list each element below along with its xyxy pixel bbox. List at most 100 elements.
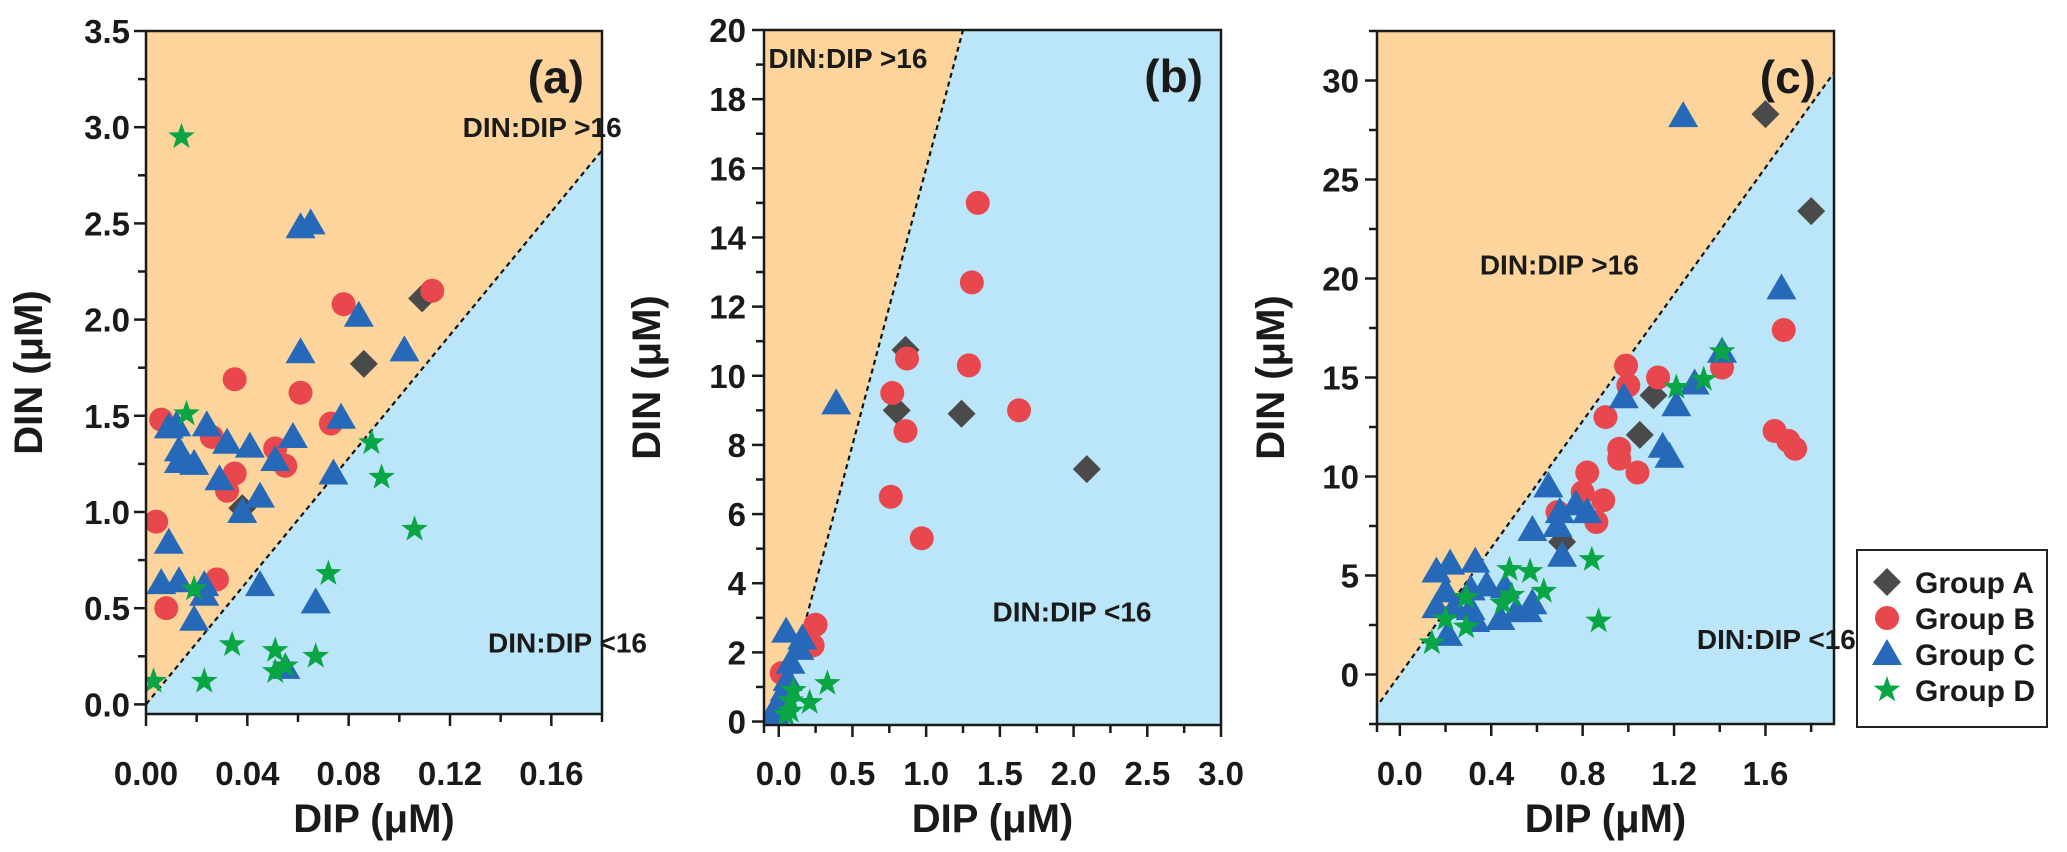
point-group-b (803, 612, 828, 637)
point-group-c (179, 448, 210, 475)
region-above-16 (1377, 31, 1834, 707)
y-tick-label: 0.5 (84, 590, 130, 627)
y-axis-title: DIN (μM) (7, 290, 51, 454)
point-group-d (796, 688, 823, 714)
x-tick-label: 0.16 (519, 755, 583, 792)
x-axis-title: DIP (μM) (1525, 797, 1687, 841)
y-tick-label: 3.5 (84, 13, 130, 50)
point-group-d (1498, 581, 1526, 607)
x-tick-label: 3.0 (1198, 755, 1244, 792)
plot-area (764, 30, 1221, 725)
y-tick-label: 15 (1322, 360, 1359, 397)
point-group-d (1708, 337, 1736, 364)
point-group-b (222, 367, 247, 392)
x-tick-label: 0.12 (418, 755, 482, 792)
y-tick-label: 1.0 (84, 494, 130, 531)
y-tick-label: 6 (728, 496, 746, 533)
point-group-a (1072, 455, 1101, 484)
point-group-c (1608, 382, 1639, 409)
point-group-d (1489, 589, 1516, 615)
point-group-b (1771, 317, 1796, 342)
point-group-b (154, 596, 179, 621)
point-group-c (245, 481, 275, 508)
point-group-b (146, 509, 169, 534)
y-axis-title: DIN (μM) (1249, 295, 1293, 459)
point-group-d (358, 428, 385, 455)
x-tick-label: 1.0 (903, 755, 949, 792)
point-group-a (1797, 197, 1826, 226)
region-label: DIN:DIP <16 (1697, 624, 1856, 655)
point-group-c (1766, 273, 1797, 300)
point-group-d (261, 657, 289, 683)
point-group-d (1496, 555, 1523, 581)
point-group-b (965, 190, 990, 215)
x-tick-label: 0.5 (830, 755, 876, 792)
point-group-c (191, 410, 222, 437)
legend-label-group-c: Group C (1915, 639, 2035, 672)
legend-marker-group-d (1873, 676, 1901, 702)
point-group-b (893, 419, 918, 444)
point-group-c (1517, 588, 1548, 615)
point-group-d (1578, 545, 1606, 571)
y-tick-label: 3.0 (84, 109, 130, 146)
point-group-d (401, 515, 428, 541)
point-group-d (1452, 613, 1480, 639)
point-group-c (1485, 604, 1516, 631)
point-group-d (191, 667, 218, 693)
point-group-c (277, 421, 308, 448)
point-group-d (772, 700, 800, 725)
point-group-b (909, 526, 934, 551)
x-tick-label: 0.04 (215, 755, 280, 792)
x-axis-title: DIP (μM) (912, 797, 1074, 841)
y-tick-label: 14 (709, 219, 746, 256)
point-group-b (1607, 446, 1632, 471)
y-tick-label: 10 (1322, 459, 1359, 496)
legend-label-group-b: Group B (1915, 603, 2035, 636)
point-group-d (173, 399, 200, 426)
point-group-d (272, 651, 299, 678)
point-group-d (1690, 365, 1718, 391)
point-group-d (777, 697, 804, 723)
y-tick-label: 0 (728, 704, 746, 741)
point-group-c (285, 337, 316, 364)
y-tick-label: 2 (728, 634, 746, 671)
point-group-c (204, 464, 235, 491)
x-tick-label: 1.2 (1651, 755, 1697, 792)
point-group-a (349, 349, 378, 378)
x-tick-label: 2.0 (1051, 755, 1097, 792)
point-group-b (1625, 460, 1650, 485)
point-group-b (1614, 353, 1639, 378)
x-tick-label: 0.0 (1377, 755, 1423, 792)
point-group-d (146, 667, 167, 693)
point-group-b (878, 484, 903, 509)
panel-label: (c) (1760, 51, 1816, 103)
point-group-c (1460, 546, 1491, 573)
point-group-c (260, 445, 291, 472)
y-tick-label: 8 (728, 427, 746, 464)
point-group-b (880, 381, 905, 406)
point-group-c (1679, 368, 1710, 395)
point-group-b (1646, 365, 1671, 390)
point-group-d (315, 559, 342, 585)
point-group-b (959, 270, 984, 295)
point-group-a (1751, 100, 1780, 129)
y-tick-label: 30 (1322, 63, 1359, 100)
point-group-d (814, 669, 841, 695)
point-group-d (368, 463, 395, 489)
point-group-c (245, 570, 275, 597)
point-group-d (302, 642, 329, 668)
region-label: DIN:DIP >16 (463, 112, 622, 143)
legend-marker-group-b (1875, 606, 1899, 630)
x-tick-label: 1.6 (1743, 755, 1789, 792)
point-group-d (780, 676, 807, 702)
point-group-c (1572, 497, 1603, 524)
point-group-d (1663, 373, 1690, 399)
point-group-b (1007, 398, 1032, 423)
point-group-d (1432, 605, 1459, 631)
point-group-c (161, 410, 192, 437)
point-group-c (1547, 540, 1578, 567)
point-group-b (288, 380, 313, 405)
y-tick-label: 5 (1341, 558, 1359, 595)
plot-frame (144, 29, 604, 716)
